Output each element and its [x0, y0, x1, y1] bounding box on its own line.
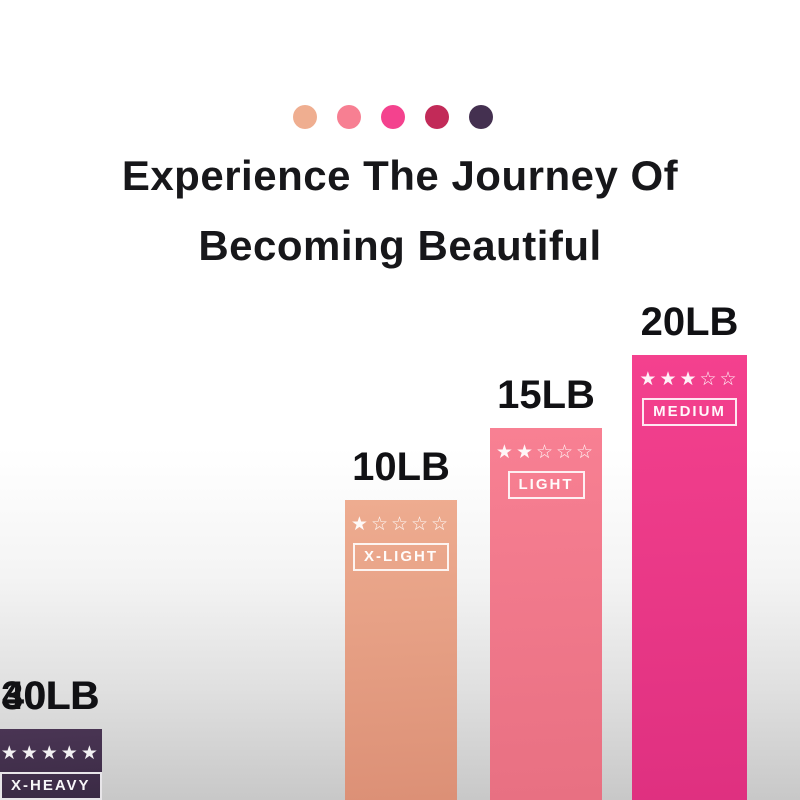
bar-weight-label: 30LB: [1, 674, 99, 718]
bar-group-x-light: 10LB ★☆☆☆☆ X-LIGHT: [345, 442, 457, 800]
star-rating: ★★★★★: [0, 743, 101, 764]
bar-group-medium: 20LB ★★★☆☆ MEDIUM: [632, 297, 747, 800]
level-badge: MEDIUM: [642, 398, 737, 426]
bar-weight-label: 10LB: [352, 445, 450, 489]
x-light-dot-icon: [293, 105, 317, 129]
star-rating: ★★★☆☆: [639, 369, 740, 390]
heavy-dot-icon: [425, 105, 449, 129]
level-badge: X-HEAVY: [0, 772, 102, 800]
x-heavy-dot-icon: [469, 105, 493, 129]
bar-group-x-heavy: 40LB ★★★★★ X-HEAVY: [0, 671, 102, 800]
bar-x-light: ★☆☆☆☆ X-LIGHT: [345, 500, 457, 800]
bar-group-light: 15LB ★★☆☆☆ LIGHT: [490, 370, 602, 800]
bar-weight-label: 15LB: [497, 373, 595, 417]
page-title-line-1: Experience The Journey Of: [121, 152, 679, 199]
level-badge: X-LIGHT: [353, 543, 449, 571]
star-rating: ★☆☆☆☆: [350, 514, 452, 535]
medium-dot-icon: [381, 105, 405, 129]
level-badge: LIGHT: [507, 471, 585, 499]
bar-weight-label: 40LB: [1, 674, 100, 718]
bar-weight-label: 20LB: [640, 300, 739, 344]
page-title-line-2: Becoming Beautiful: [198, 222, 602, 269]
palette-dots-row: [0, 105, 793, 129]
bar-light: ★★☆☆☆ LIGHT: [490, 428, 602, 800]
bar-x-heavy: ★★★★★ X-HEAVY: [0, 729, 102, 800]
light-dot-icon: [337, 105, 361, 129]
star-rating: ★★☆☆☆: [495, 442, 597, 463]
bar-medium: ★★★☆☆ MEDIUM: [632, 355, 747, 800]
page-title: Experience The Journey Of Becoming Beaut…: [0, 141, 800, 281]
